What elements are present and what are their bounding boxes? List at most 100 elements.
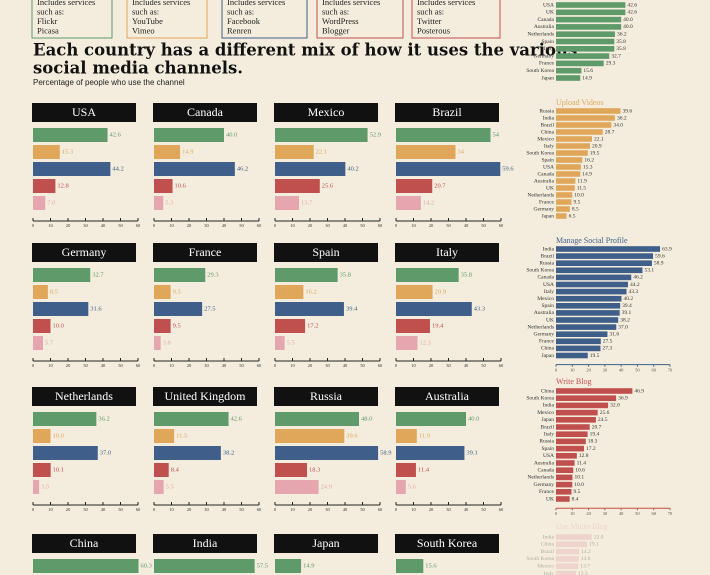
tick-label: 50 (118, 507, 123, 512)
bar (556, 60, 604, 67)
value-label: 12.3 (578, 571, 588, 575)
bar (556, 2, 626, 8)
bar (396, 179, 433, 193)
value-label: 31.6 (609, 331, 619, 337)
bar (33, 446, 98, 460)
tick-label: 60 (499, 507, 504, 512)
bar (556, 310, 620, 316)
country-name: Spain (312, 245, 339, 259)
value-label: 24.5 (598, 417, 608, 423)
tick-label: 30 (204, 363, 209, 368)
value-label: 39.4 (622, 303, 632, 309)
category-label: France (539, 199, 555, 205)
country-name: Canada (187, 105, 224, 119)
legend-text: Includes services (132, 0, 190, 7)
bar (275, 179, 320, 193)
value-label: 5.5 (166, 483, 174, 490)
bar (33, 463, 51, 477)
category-label: India (543, 246, 555, 252)
bar (556, 9, 626, 16)
tick-label: 50 (239, 223, 244, 228)
bar (33, 429, 51, 443)
category-label: UK (546, 496, 554, 502)
value-label: 15.3 (62, 148, 73, 155)
country-header (32, 387, 136, 406)
tick-label: 0 (555, 511, 558, 516)
bar (275, 145, 314, 159)
bar (556, 185, 575, 191)
ranked-chart: USA 42.6 UK 42.6 Canada 40.0 Australia 40.0 Neth… (526, 2, 637, 81)
tick-label: 50 (239, 363, 244, 368)
country-header (274, 534, 378, 553)
tick-label: 10 (48, 223, 53, 228)
bar (275, 559, 302, 573)
legend-box (221, 0, 308, 39)
tick-label: 60 (499, 223, 504, 228)
tick-label: 50 (360, 507, 365, 512)
tick-label: 20 (429, 507, 434, 512)
bar (556, 192, 573, 198)
bar (556, 534, 592, 540)
bar (33, 336, 43, 350)
category-label: Brazil (541, 424, 555, 430)
value-label: 9.5 (173, 322, 181, 329)
tick-label: 30 (446, 363, 451, 368)
category-label: Brazil (541, 549, 555, 555)
value-label: 15.6 (583, 68, 593, 74)
bar (154, 145, 181, 159)
value-label: 38.2 (620, 317, 630, 323)
value-label: 20.9 (435, 288, 446, 295)
tick-label: 0 (395, 507, 398, 512)
value-label: 40.0 (623, 24, 633, 30)
bar (33, 196, 46, 210)
bar (154, 162, 235, 176)
tick-label: 20 (187, 223, 192, 228)
tick-label: 60 (257, 223, 262, 228)
value-label: 27.3 (602, 346, 612, 352)
tick-label: 40 (343, 507, 348, 512)
value-label: 10.6 (575, 467, 585, 473)
legend-text: Blogger (322, 25, 350, 35)
tick-label: 60 (378, 363, 383, 368)
value-label: 11.5 (176, 432, 187, 439)
value-label: 13.7 (580, 563, 590, 569)
category-label: Australia (534, 460, 555, 466)
value-label: 40.0 (226, 131, 237, 138)
tick-label: 40 (101, 363, 106, 368)
category-label: South Korea (526, 556, 554, 562)
tick-label: 30 (204, 223, 209, 228)
value-label: 32.0 (610, 403, 620, 409)
category-label: UK (546, 317, 554, 323)
country-name: Italy (436, 245, 458, 259)
tick-label: 60 (136, 507, 141, 512)
value-label: 54 (493, 131, 500, 138)
tick-label: 20 (429, 223, 434, 228)
tick-label: 40 (343, 363, 348, 368)
legend-text: such as: (227, 6, 254, 16)
tick-label: 20 (586, 368, 591, 373)
tick-label: 30 (83, 223, 88, 228)
bar (154, 429, 175, 443)
bar (275, 268, 338, 282)
tick-label: 50 (481, 507, 486, 512)
bar (556, 460, 575, 466)
value-label: 40.2 (347, 165, 358, 172)
tick-label: 50 (118, 223, 123, 228)
value-label: 17.2 (307, 322, 318, 329)
legend-text: Vimeo (132, 25, 155, 35)
value-label: 14.0 (581, 556, 591, 562)
category-label: China (541, 346, 555, 352)
country-header (395, 534, 499, 553)
bar (396, 302, 472, 316)
category-label: Italy (544, 143, 554, 149)
tick-label: 30 (603, 368, 608, 373)
value-label: 27.5 (204, 305, 215, 312)
value-label: 3.8 (163, 339, 171, 346)
category-label: Canada (538, 467, 555, 473)
bar (556, 496, 570, 502)
bar (556, 16, 622, 23)
legend-box (126, 0, 208, 39)
